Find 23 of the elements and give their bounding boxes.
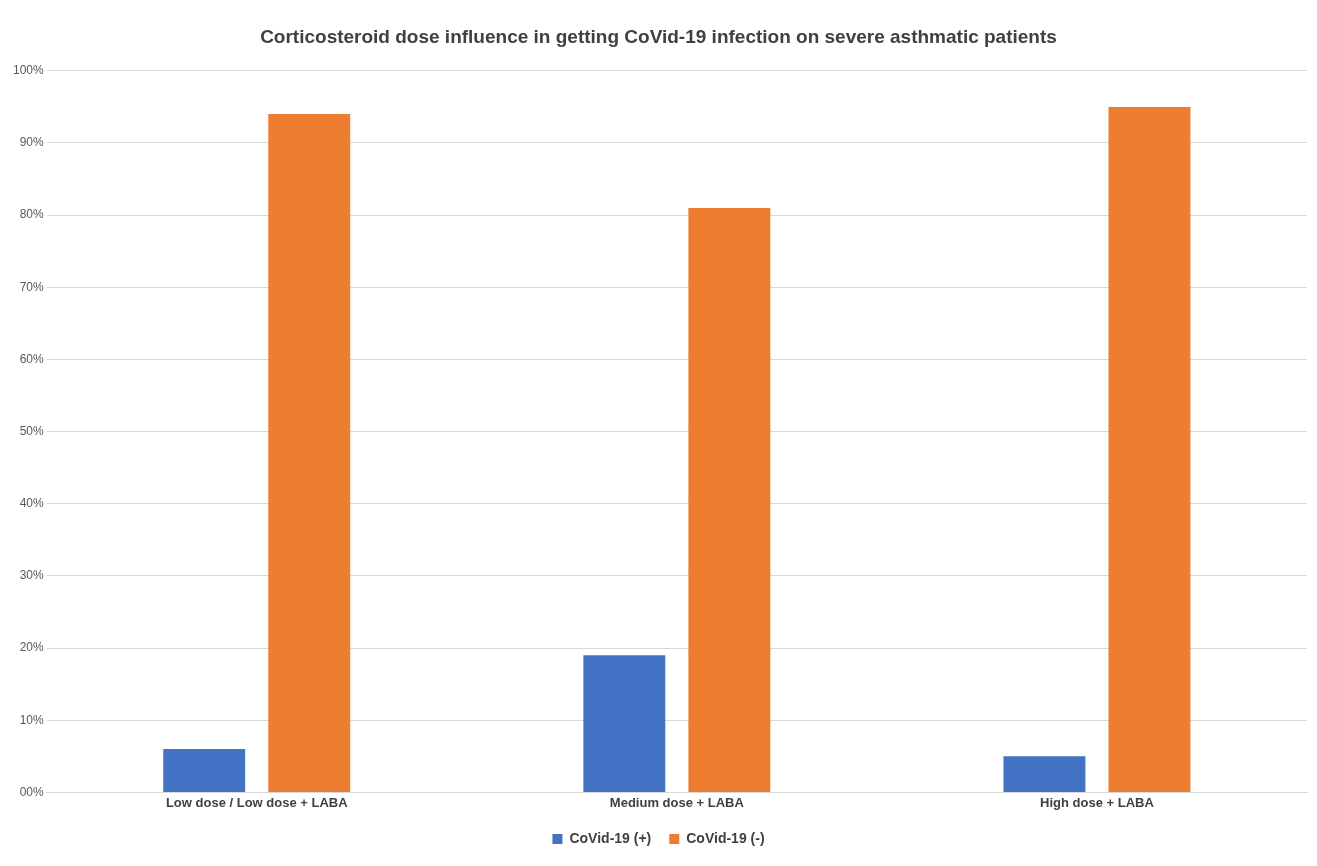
y-tick-label: 70% <box>19 279 45 294</box>
x-tick-label: High dose + LABA <box>1040 794 1155 810</box>
bar <box>1003 756 1086 792</box>
legend-label: CoVid-19 (+) <box>569 829 652 846</box>
y-tick-label: 10% <box>19 712 45 727</box>
bar <box>583 655 666 792</box>
bar <box>688 207 771 792</box>
chart-title: Corticosteroid dose influence in getting CoVid-19 infection on severe asthmatic patients <box>260 25 1057 47</box>
y-tick-label: 40% <box>19 496 45 511</box>
legend-label: CoVid-19 (-) <box>686 829 765 846</box>
y-tick-label: 100% <box>12 63 45 78</box>
x-tick-label: Low dose / Low dose + LABA <box>165 794 349 810</box>
y-tick-label: 50% <box>19 423 45 438</box>
bar <box>163 749 246 792</box>
y-tick-label: 80% <box>19 207 45 222</box>
y-tick-label: 30% <box>19 568 45 583</box>
bar <box>268 114 351 792</box>
y-tick-label: 60% <box>19 351 45 366</box>
y-tick-label: 90% <box>19 135 45 150</box>
x-tick-label: Medium dose + LABA <box>609 794 745 810</box>
y-tick-label: 00% <box>19 784 45 799</box>
bar <box>1108 106 1191 792</box>
y-tick-label: 20% <box>19 640 45 655</box>
